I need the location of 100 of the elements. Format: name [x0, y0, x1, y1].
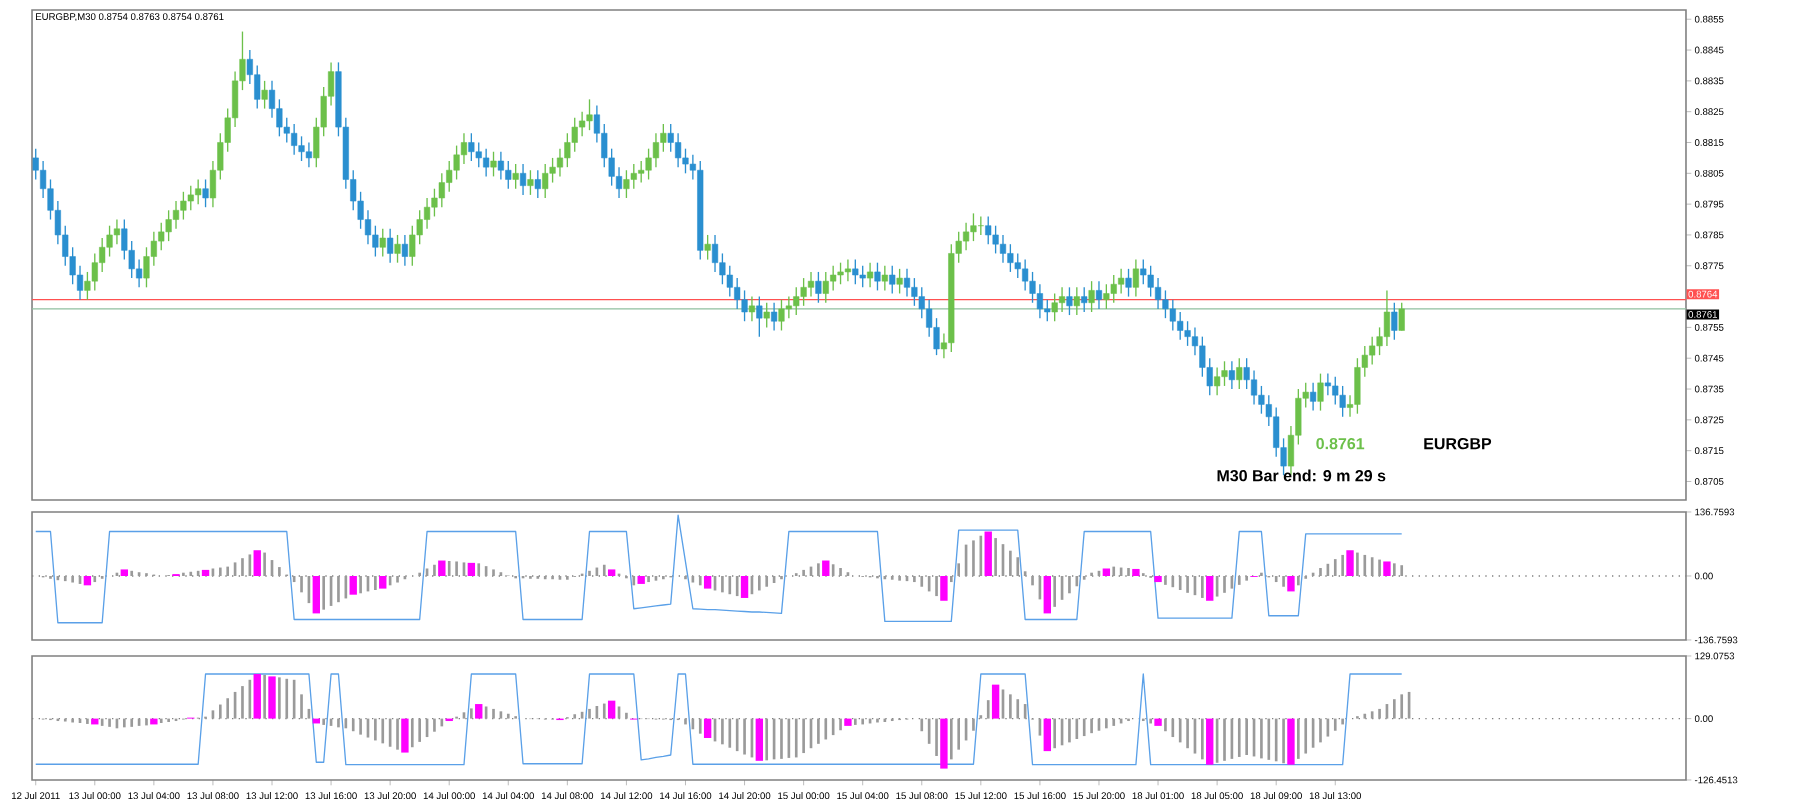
- candlestick: [172, 200, 180, 230]
- bar: [401, 718, 409, 753]
- candlestick: [1095, 280, 1103, 310]
- candlestick: [859, 265, 866, 288]
- candlestick: [1324, 372, 1331, 396]
- candlestick: [165, 209, 172, 242]
- bar: [1206, 718, 1214, 765]
- candlestick: [460, 132, 468, 165]
- candlestick: [771, 302, 778, 332]
- candlestick: [1177, 311, 1184, 341]
- candlestick: [1073, 286, 1080, 316]
- candlestick: [1221, 360, 1228, 387]
- candlestick: [874, 262, 881, 292]
- candlestick: [867, 262, 874, 288]
- candlestick: [1058, 286, 1066, 313]
- bar: [83, 575, 92, 586]
- bar: [703, 575, 712, 589]
- candlestick: [468, 132, 475, 162]
- bar: [1132, 568, 1140, 576]
- bar: [1287, 718, 1295, 765]
- candlestick: [438, 172, 445, 208]
- bar: [822, 560, 830, 576]
- bar: [438, 560, 446, 576]
- candlestick: [630, 163, 637, 190]
- bar: [475, 704, 483, 719]
- candlestick: [1103, 283, 1110, 310]
- bar: [844, 718, 852, 726]
- candlestick: [881, 265, 888, 292]
- candlestick: [1110, 274, 1117, 304]
- bar: [1102, 568, 1111, 576]
- candlestick: [852, 258, 859, 285]
- bar: [467, 562, 476, 576]
- candlestick: [1369, 335, 1376, 366]
- candlestick: [970, 212, 977, 242]
- candlestick: [305, 141, 312, 168]
- candlestick: [483, 147, 490, 178]
- candlestick: [844, 258, 852, 282]
- bar: [150, 718, 158, 725]
- candlestick: [1228, 360, 1235, 390]
- candlestick: [1066, 286, 1073, 316]
- candlestick: [512, 163, 519, 190]
- candlestick: [1169, 298, 1176, 332]
- candlestick: [1383, 289, 1391, 347]
- bar: [253, 550, 261, 576]
- candlestick: [623, 169, 630, 199]
- bar: [1154, 718, 1162, 726]
- candlestick: [1118, 268, 1125, 295]
- candlestick: [91, 252, 98, 292]
- bar: [312, 575, 320, 614]
- bar: [1206, 575, 1214, 601]
- candlestick: [586, 98, 593, 131]
- annotation: EURGBP: [1424, 437, 1492, 450]
- bar: [253, 673, 261, 719]
- candlestick: [505, 160, 512, 190]
- candlestick: [1081, 286, 1088, 313]
- candlestick: [1125, 268, 1132, 298]
- candlestick: [1214, 366, 1221, 396]
- candlestick: [534, 169, 541, 199]
- candlestick: [1007, 243, 1014, 273]
- bar: [984, 531, 992, 576]
- candlestick: [195, 178, 202, 205]
- bar: [740, 575, 749, 598]
- candlestick: [815, 271, 822, 304]
- candlestick: [756, 295, 763, 338]
- candlestick: [837, 262, 844, 285]
- candlestick: [778, 298, 785, 332]
- bar: [607, 569, 616, 576]
- candlestick: [800, 277, 807, 307]
- annotation: 0.8761: [1316, 437, 1365, 450]
- candlestick: [1250, 369, 1258, 406]
- candlestick: [675, 132, 682, 168]
- candlestick: [261, 80, 268, 110]
- bar: [1154, 575, 1162, 583]
- candlestick: [1184, 320, 1191, 347]
- candlestick: [711, 234, 719, 273]
- bar: [379, 575, 387, 589]
- candlestick: [136, 258, 143, 288]
- bar: [607, 700, 616, 719]
- candlestick: [704, 234, 711, 261]
- candlestick: [519, 163, 527, 196]
- candlestick: [291, 123, 298, 156]
- candlestick: [1317, 372, 1324, 412]
- candlestick: [896, 268, 903, 295]
- candlestick: [1398, 302, 1405, 332]
- candlestick: [977, 215, 984, 236]
- candlestick: [822, 271, 829, 304]
- candlestick: [1236, 357, 1243, 390]
- candlestick: [962, 221, 970, 252]
- candlestick: [387, 228, 394, 264]
- bar: [120, 569, 129, 576]
- bar: [349, 575, 357, 595]
- bar: [201, 569, 210, 576]
- candlestick: [497, 151, 504, 181]
- candlestick: [889, 265, 896, 295]
- candlestick: [423, 197, 431, 230]
- bar: [703, 718, 712, 739]
- bar: [991, 684, 1000, 719]
- bar: [940, 575, 948, 601]
- bar: [1043, 718, 1051, 752]
- bar: [637, 575, 645, 584]
